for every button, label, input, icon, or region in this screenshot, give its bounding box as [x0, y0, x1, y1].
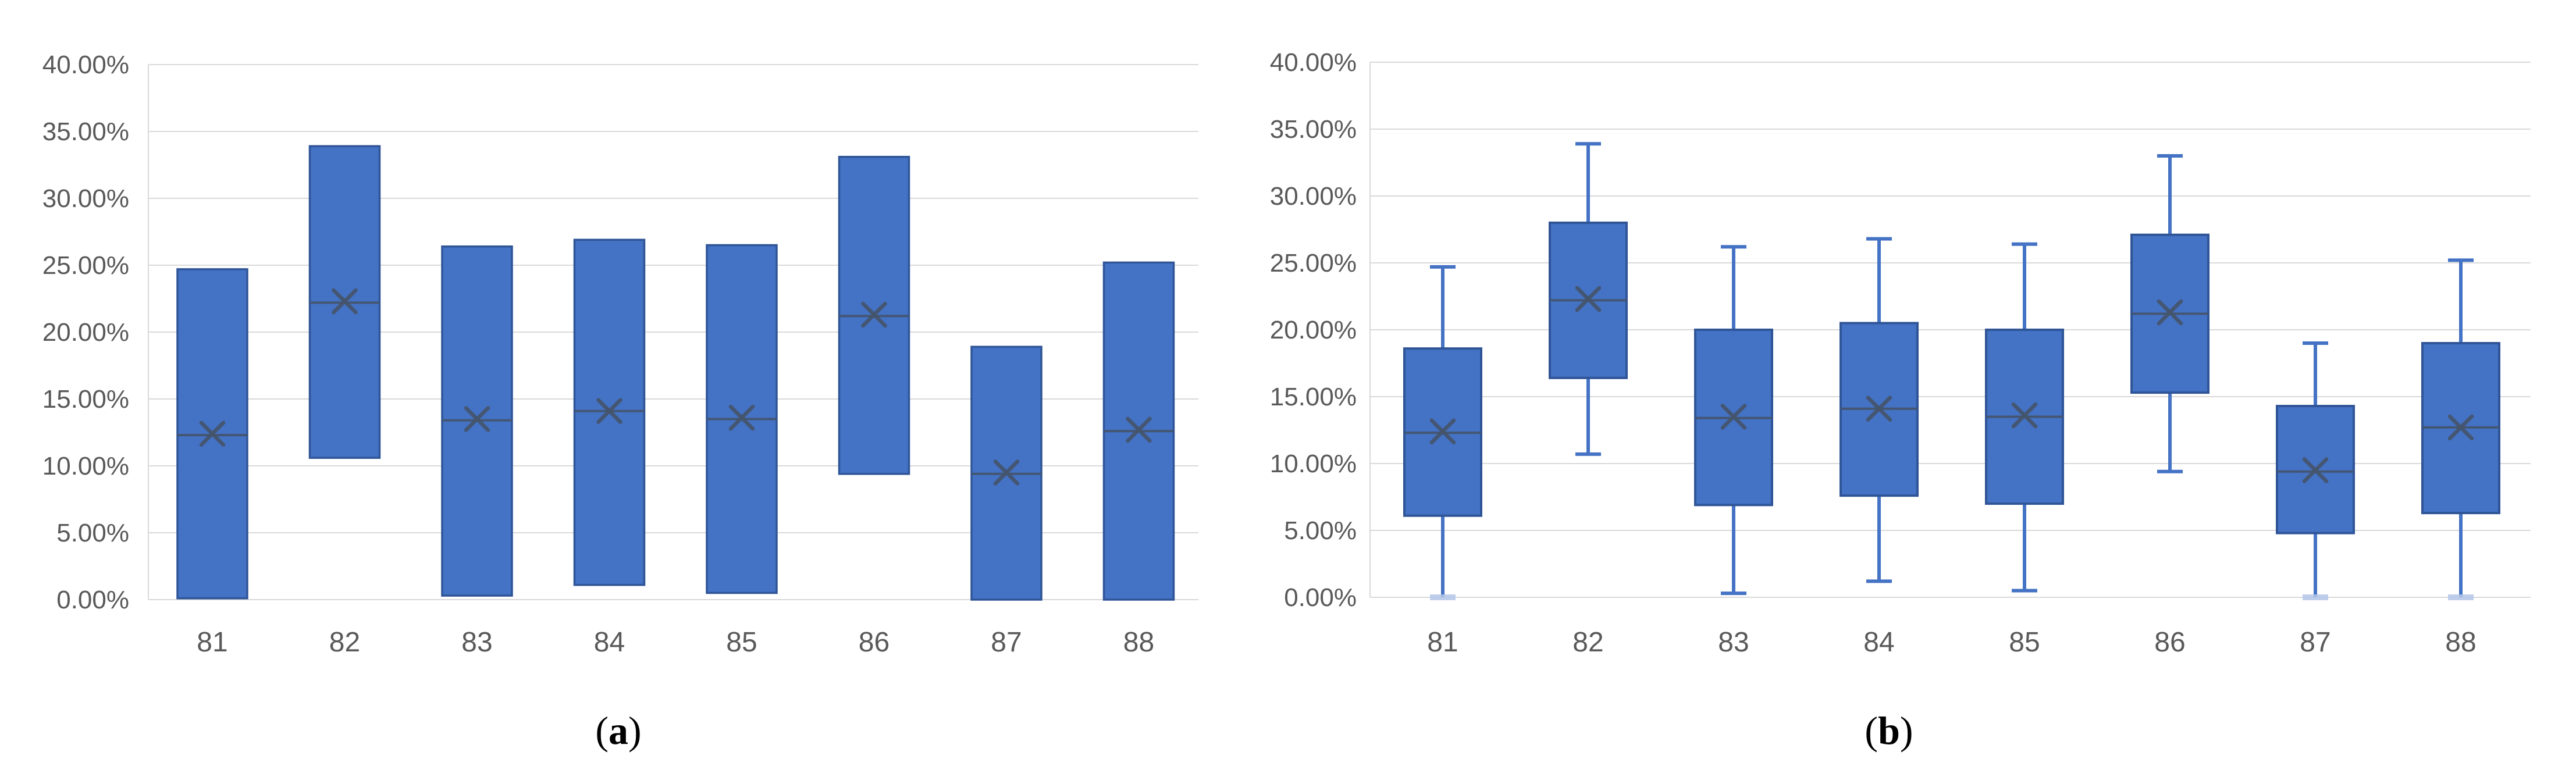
xtick-label-b-87: 87 — [2300, 627, 2331, 658]
mean-marker-a-85 — [728, 404, 755, 431]
ytick-label-b-0: 0.00% — [1284, 583, 1357, 612]
mean-marker-b-87 — [2302, 457, 2329, 483]
ytick-label-a-25: 25.00% — [42, 251, 129, 280]
xtick-label-a-85: 85 — [726, 627, 757, 658]
ytick-label-a-10: 10.00% — [42, 452, 129, 480]
whisker-cap-bottom-b-88 — [2448, 594, 2474, 600]
caption-a-open: ( — [595, 708, 609, 753]
xtick-label-b-81: 81 — [1427, 627, 1458, 658]
caption-b: (b) — [1865, 711, 1913, 750]
mean-marker-a-81 — [199, 420, 226, 447]
xtick-label-b-84: 84 — [1863, 627, 1894, 658]
whisker-cap-bottom-b-81 — [1430, 594, 1456, 600]
ytick-label-b-30: 30.00% — [1270, 182, 1357, 211]
ytick-label-b-40: 40.00% — [1270, 48, 1357, 77]
mean-marker-a-87 — [993, 459, 1020, 486]
mean-marker-b-81 — [1429, 418, 1456, 445]
ytick-label-b-10: 10.00% — [1270, 450, 1357, 478]
xtick-label-a-82: 82 — [329, 627, 360, 658]
ytick-label-a-40: 40.00% — [42, 51, 129, 79]
ytick-label-a-5: 5.00% — [56, 519, 129, 547]
xtick-label-a-84: 84 — [594, 627, 625, 658]
mean-marker-b-83 — [1720, 404, 1747, 430]
ytick-label-a-30: 30.00% — [42, 184, 129, 213]
ytick-label-b-15: 15.00% — [1270, 383, 1357, 411]
ytick-label-b-25: 25.00% — [1270, 249, 1357, 277]
ytick-label-a-15: 15.00% — [42, 385, 129, 414]
box-b-87 — [2276, 405, 2355, 534]
ytick-label-b-35: 35.00% — [1270, 115, 1357, 144]
xtick-label-a-88: 88 — [1123, 627, 1154, 658]
mean-marker-b-86 — [2157, 299, 2183, 326]
mean-marker-b-88 — [2447, 414, 2474, 441]
ytick-label-b-20: 20.00% — [1270, 316, 1357, 344]
xtick-label-b-86: 86 — [2154, 627, 2185, 658]
ytick-label-a-20: 20.00% — [42, 318, 129, 347]
ytick-label-b-5: 5.00% — [1284, 516, 1357, 545]
xtick-label-a-86: 86 — [859, 627, 889, 658]
xtick-label-b-82: 82 — [1572, 627, 1603, 658]
caption-a-close: ) — [628, 708, 642, 753]
xtick-label-b-85: 85 — [2009, 627, 2040, 658]
caption-b-open: ( — [1865, 708, 1878, 753]
xtick-label-a-83: 83 — [461, 627, 492, 658]
ytick-label-a-35: 35.00% — [42, 117, 129, 146]
xtick-label-a-81: 81 — [197, 627, 227, 658]
mean-marker-a-88 — [1126, 416, 1152, 443]
ytick-label-a-0: 0.00% — [56, 586, 129, 614]
caption-a-letter: a — [609, 708, 628, 753]
mean-marker-a-82 — [332, 288, 358, 315]
mean-marker-a-86 — [861, 301, 887, 328]
mean-marker-a-84 — [596, 398, 622, 424]
mean-marker-b-84 — [1866, 395, 1892, 422]
mean-marker-b-85 — [2011, 402, 2038, 429]
xtick-label-b-88: 88 — [2445, 627, 2476, 658]
caption-b-close: ) — [1899, 708, 1913, 753]
caption-b-letter: b — [1878, 708, 1900, 753]
mean-marker-a-83 — [464, 406, 490, 432]
whisker-cap-bottom-b-87 — [2303, 594, 2328, 600]
mean-marker-b-82 — [1575, 286, 1602, 312]
caption-a: (a) — [595, 711, 641, 750]
xtick-label-b-83: 83 — [1718, 627, 1749, 658]
xtick-label-a-87: 87 — [991, 627, 1022, 658]
